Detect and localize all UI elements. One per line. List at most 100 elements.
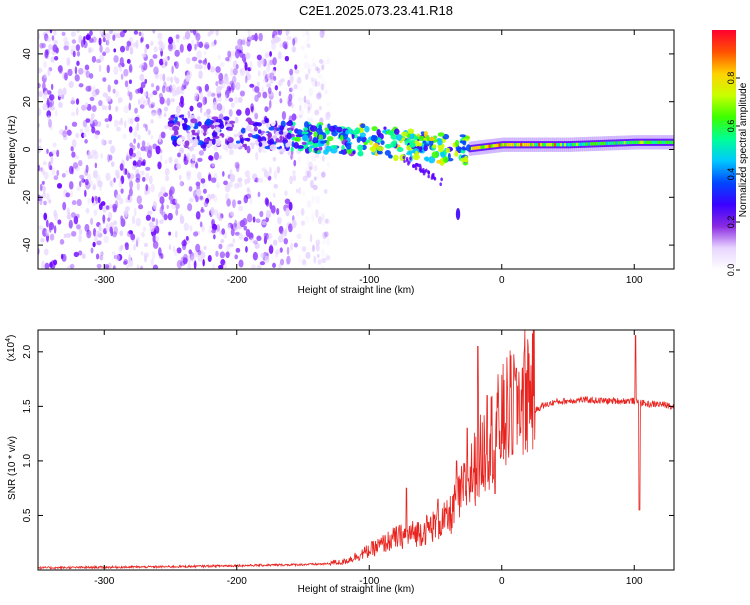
heatmap-cell [159,219,164,225]
heatmap-cell [111,251,116,256]
heatmap-cell [637,140,641,145]
heatmap-cell [233,183,240,189]
heatmap-cell [43,200,47,206]
colorbar-tick-label: 0.2 [726,216,736,229]
heatmap-cell [75,154,79,160]
heatmap-cell [108,113,113,122]
heatmap-cell [43,171,49,180]
heatmap-cell [196,188,202,197]
heatmap-cell [132,165,137,171]
heatmap-cell [254,85,260,93]
heatmap-cell [115,253,120,262]
heatmap-cell [85,70,91,78]
heatmap-cell [108,104,112,111]
heatmap-cell [162,57,166,64]
heatmap-cell [119,31,125,38]
heatmap-cell [168,156,173,164]
heatmap-cell [228,142,234,150]
heatmap-cell [267,131,272,139]
heatmap-cell [245,75,248,84]
heatmap-cell [230,51,236,57]
heatmap-cell [140,251,144,256]
heatmap-cell [141,53,147,58]
heatmap-cell [56,182,63,189]
heatmap-cell [293,159,297,167]
heatmap-cell [110,145,116,154]
heatmap-cell [203,111,208,117]
heatmap-cell [615,141,619,145]
heatmap-cell [147,210,153,215]
heatmap-cell [171,84,176,90]
heatmap-cell [295,136,301,142]
heatmap-cell [514,143,518,147]
heatmap-cell [123,133,127,140]
heatmap-cell [370,135,378,142]
heatmap-cell [311,79,317,88]
heatmap-cell [262,70,267,77]
heatmap-cell [149,92,154,98]
heatmap-cell [528,143,532,147]
figure-title: C2E1.2025.073.23.41.R18 [299,3,453,18]
heatmap-cell [498,143,502,147]
heatmap-cell [268,232,273,239]
heatmap-cell [170,97,175,103]
heatmap-cell [363,141,368,146]
heatmap-cell [186,132,191,140]
heatmap-cell [66,214,72,220]
colorbar-gradient [712,30,736,270]
heatmap-cell [39,195,43,202]
heatmap-cell [394,128,400,135]
heatmap-cell [136,195,142,205]
heatmap-cell [271,69,276,76]
heatmap-cell [215,139,222,147]
heatmap-cell [226,198,231,207]
heatmap-cell [510,143,514,147]
heatmap-cell [285,207,290,217]
heatmap-cell [250,103,254,112]
heatmap-cell [67,265,73,269]
heatmap-cell [83,69,89,74]
heatmap-cell [190,255,196,263]
heatmap-cell [407,128,415,135]
heatmap-cell [264,255,270,263]
heatmap-cell [318,106,322,111]
heatmap-cell [484,145,488,149]
heatmap-cell [210,177,217,183]
heatmap-cell [220,238,225,244]
heatmap-cell [198,196,204,201]
heatmap-cell [317,259,322,265]
heatmap-cell [266,63,271,73]
heatmap-cell [235,247,241,253]
heatmap-cell [174,249,178,257]
heatmap-cell [243,194,249,204]
heatmap-cell [219,251,226,259]
heatmap-cell [558,143,562,147]
heatmap-cell [273,183,279,189]
heatmap-cell [150,83,155,88]
heatmap-cell [212,101,218,111]
heatmap-cell [267,139,273,145]
y-tick-label: -40 [22,237,33,252]
heatmap-cell [267,59,271,68]
heatmap-cell [90,154,94,159]
heatmap-cell [402,155,406,160]
heatmap-cell [172,245,176,253]
heatmap-cell [107,217,111,222]
heatmap-cell [202,96,207,106]
heatmap-cell [486,144,490,149]
heatmap-cell [148,221,154,228]
heatmap-cell [207,31,212,37]
heatmap-cell [272,239,278,246]
heatmap-cell [78,67,84,75]
heatmap-cell [245,169,251,178]
heatmap-cell [360,123,366,129]
heatmap-cell [540,143,544,147]
heatmap-cell [418,135,425,142]
heatmap-cell [205,197,210,204]
heatmap-cell [53,259,58,266]
heatmap-cell [130,117,134,125]
heatmap-cell [53,209,57,218]
heatmap-cell [85,85,91,92]
heatmap-cell [62,201,67,211]
heatmap-cell [286,246,290,256]
